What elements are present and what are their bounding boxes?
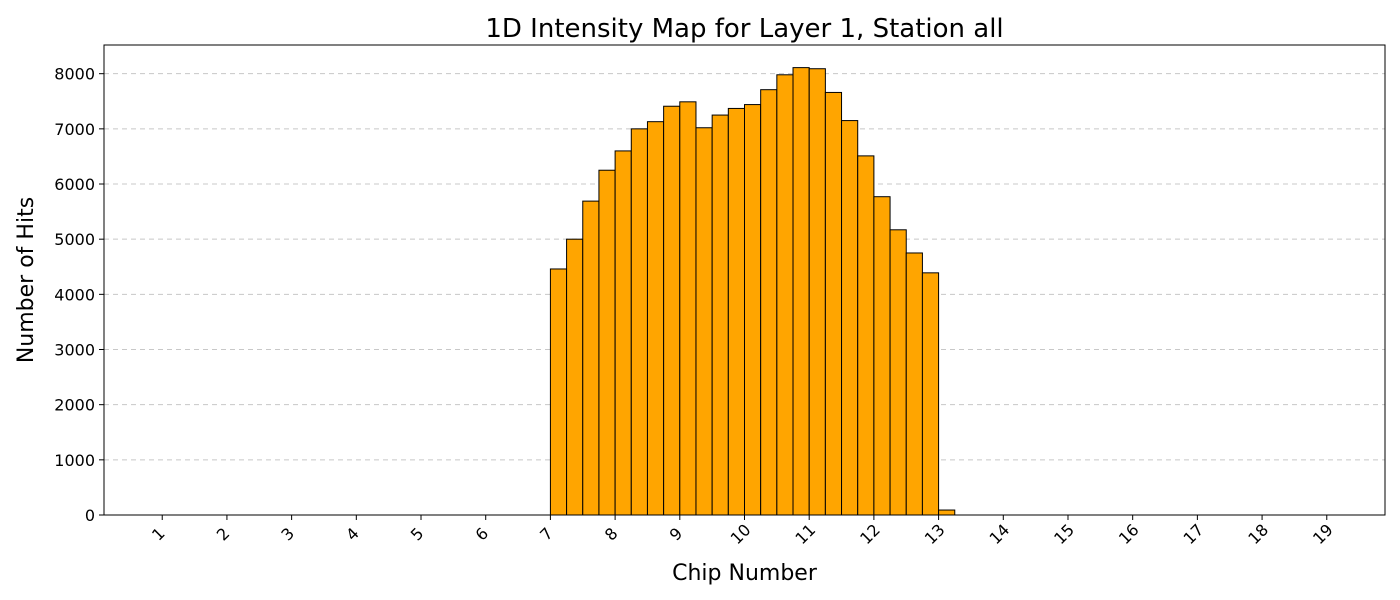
x-tick-label: 11 [791,520,819,548]
histogram-bar [566,238,584,516]
x-tick-label: 15 [1050,520,1078,548]
histogram-bar [711,114,729,516]
histogram-bars [549,67,956,516]
x-tick-label: 9 [666,524,687,545]
x-tick-label: 5 [407,524,428,545]
x-tick-label: 16 [1115,520,1143,548]
y-tick-label: 4000 [54,285,95,304]
histogram-bar [582,200,600,516]
x-axis-ticks: 1 2 3 4 5 6 7 8 9 10 11 12 13 14 15 16 17 18 19 [148,515,1337,548]
histogram-bar [776,74,794,516]
histogram-bar [727,107,745,516]
histogram-bar [857,155,875,516]
histogram-bar [663,105,681,516]
histogram-bar [695,127,713,516]
y-tick-label: 3000 [54,341,95,360]
histogram-bar [598,169,616,516]
histogram-bar [760,89,778,516]
histogram-bar [824,91,843,516]
histogram-bar [646,121,665,516]
x-tick-label: 17 [1180,520,1208,548]
y-tick-label: 6000 [54,175,95,194]
histogram-bar [808,68,826,516]
y-tick-label: 0 [85,506,95,525]
x-tick-label: 1 [148,524,169,545]
x-tick-label: 14 [985,520,1013,548]
histogram-bar [614,150,632,516]
y-tick-label: 2000 [54,396,95,415]
histogram-bar [630,128,648,516]
x-tick-label: 13 [921,520,949,548]
histogram-bar [679,101,697,516]
y-tick-label: 1000 [54,451,95,470]
histogram-bar [905,252,923,516]
histogram-bar [873,196,891,516]
y-tick-label: 8000 [54,65,95,84]
histogram-bar [549,268,568,516]
y-axis-label: Number of Hits [14,197,39,363]
chart-title: 1D Intensity Map for Layer 1, Station al… [485,14,1003,44]
x-tick-label: 7 [536,524,557,545]
histogram-bar [889,229,907,516]
x-tick-label: 4 [342,524,363,545]
y-tick-label: 5000 [54,230,95,249]
y-tick-label: 7000 [54,120,95,139]
histogram-bar [744,104,762,516]
y-axis-ticks: 0 1000 2000 3000 4000 5000 6000 7000 8000 [54,65,104,525]
x-tick-label: 8 [601,524,622,545]
x-tick-label: 19 [1309,520,1337,548]
histogram-bar [938,509,956,516]
histogram-bar [841,120,859,516]
x-tick-label: 2 [213,524,234,545]
x-tick-label: 6 [472,524,493,545]
histogram-bar [792,67,810,516]
x-tick-label: 3 [277,524,298,545]
x-tick-label: 18 [1244,520,1272,548]
x-tick-label: 10 [727,520,755,548]
x-axis-label: Chip Number [672,561,818,586]
x-tick-label: 12 [856,520,884,548]
histogram-bar [921,272,940,516]
